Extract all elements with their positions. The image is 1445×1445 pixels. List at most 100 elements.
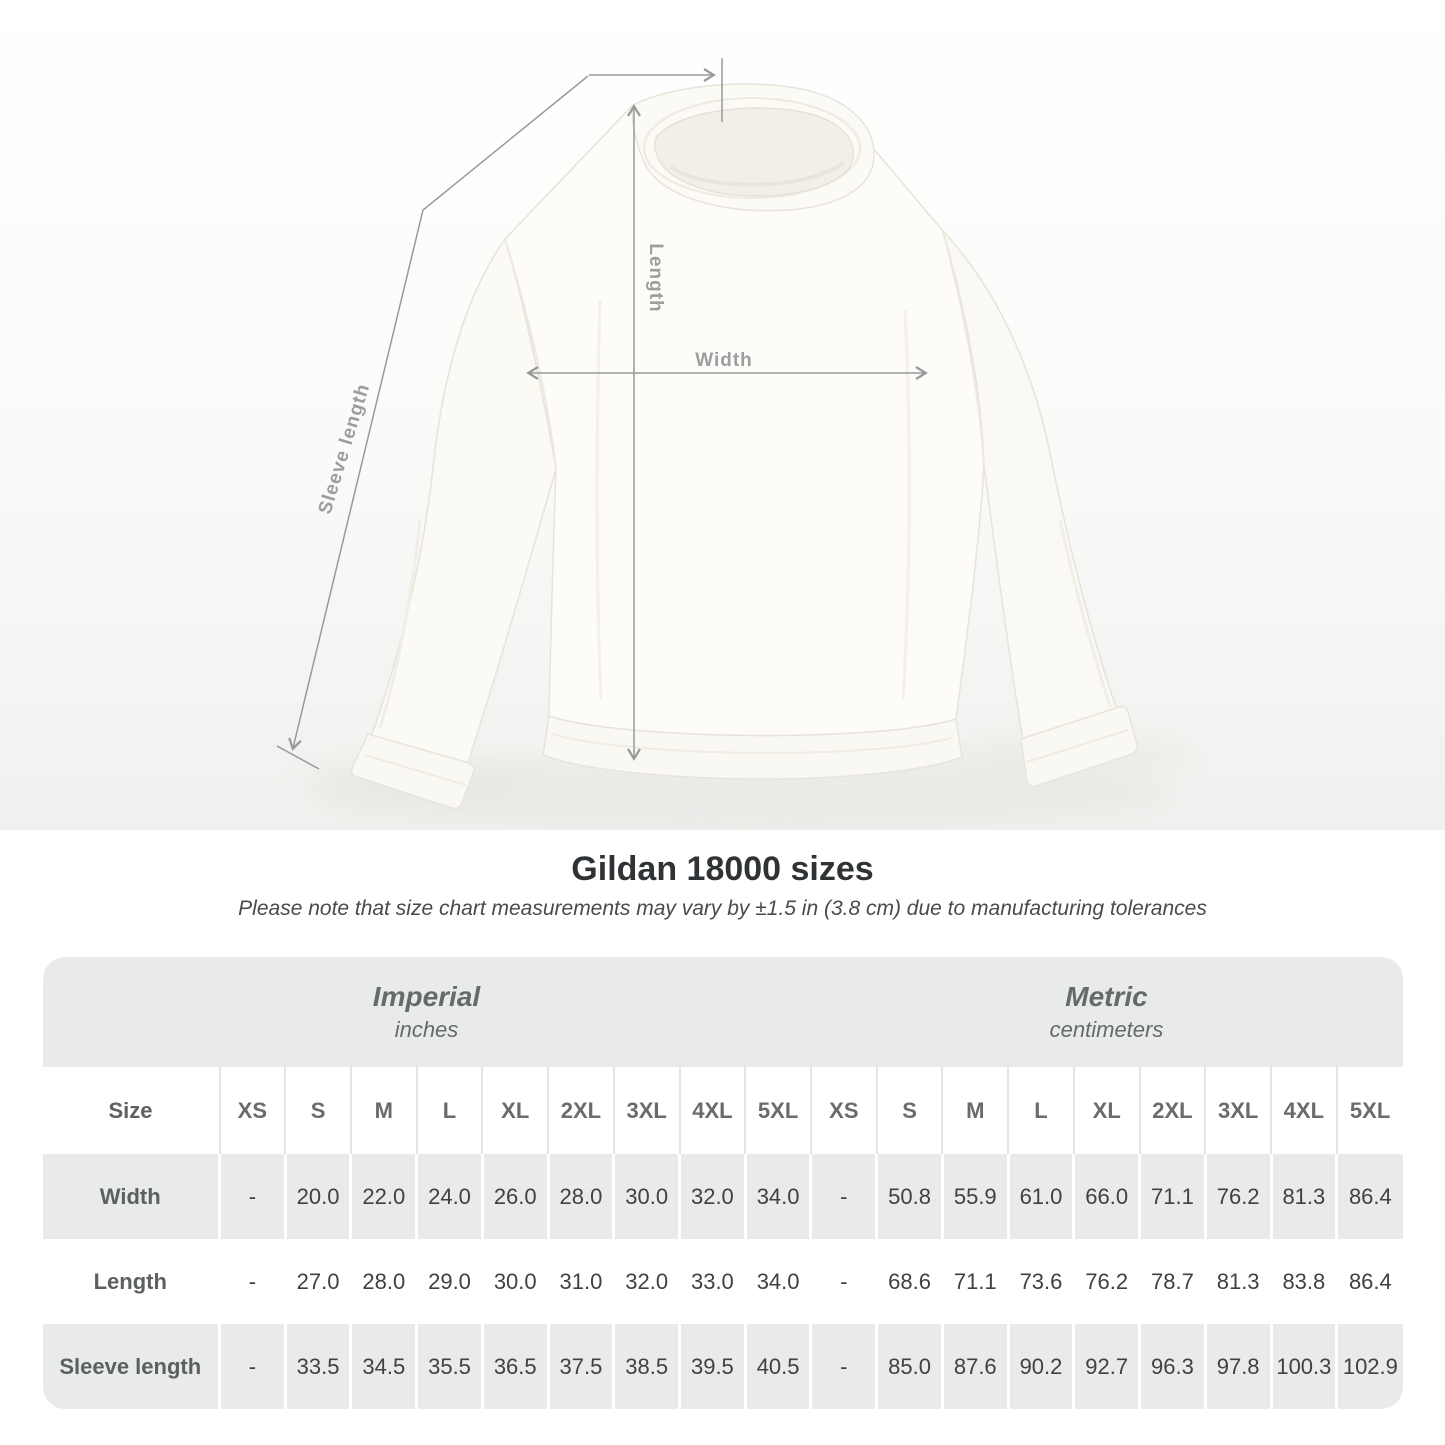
measurement-cell: 22.0 — [349, 1154, 417, 1239]
measurement-cell: 33.0 — [678, 1239, 746, 1324]
hem-rib-line — [551, 733, 953, 754]
measurement-cell: 28.0 — [546, 1154, 614, 1239]
size-table: Size XS S M L XL 2XL 3XL 4XL 5XL XS S M L XL 2XL 3XL 4XL… — [42, 1067, 1403, 1409]
measurement-cell: 34.0 — [743, 1239, 811, 1324]
measurement-cell: - — [218, 1239, 286, 1324]
measurement-lines — [276, 58, 928, 770]
body-fold-right — [901, 309, 911, 701]
left-cuff-rib-line — [364, 754, 467, 786]
size-chart-table: Imperial inches Metric centimeters Size … — [42, 957, 1403, 1409]
measurement-cell: 26.0 — [480, 1154, 549, 1239]
size-header-cell: 3XL — [1204, 1067, 1271, 1154]
measurement-cell: 55.9 — [940, 1154, 1009, 1239]
row-label: Width — [42, 1154, 220, 1239]
sweatshirt-hem-band — [542, 715, 963, 780]
left-sleeve-fold — [378, 519, 422, 729]
measurement-cell: 40.5 — [743, 1324, 811, 1409]
measurement-cell: 68.6 — [875, 1239, 943, 1324]
measurement-cell: 27.0 — [283, 1239, 351, 1324]
measurement-cell: 35.5 — [415, 1324, 483, 1409]
measurement-cell: 73.6 — [1006, 1239, 1074, 1324]
measurement-cell: 30.0 — [480, 1239, 549, 1324]
measurement-cell: 96.3 — [1138, 1324, 1206, 1409]
measurement-cell: 32.0 — [678, 1154, 746, 1239]
sleeve-length-line — [288, 75, 589, 751]
size-header-cell: XL — [1072, 1067, 1140, 1154]
measurement-cell: - — [809, 1324, 877, 1409]
size-header-cell: 4XL — [678, 1067, 746, 1154]
imperial-group-unit: inches — [394, 1017, 459, 1042]
measurement-cell: 100.3 — [1269, 1324, 1337, 1409]
size-header-row: Size XS S M L XL 2XL 3XL 4XL 5XL XS S M L XL 2XL 3XL 4XL… — [42, 1067, 1403, 1154]
measurement-cell: 31.0 — [546, 1239, 614, 1324]
measurement-cell: 38.5 — [612, 1324, 680, 1409]
size-header-cell: 2XL — [1138, 1067, 1206, 1154]
measurement-cell: 83.8 — [1269, 1239, 1337, 1324]
size-header-cell: L — [1007, 1067, 1074, 1154]
sweatshirt-left-cuff — [350, 733, 475, 810]
measurement-cell: 86.4 — [1335, 1239, 1403, 1324]
measurement-cell: 32.0 — [612, 1239, 680, 1324]
table-row: Sleeve length -33.5 34.5 35.5 36.5 37.5 38.5 39… — [42, 1324, 1403, 1409]
imperial-group-header: Imperial inches — [43, 957, 811, 1067]
measurement-cell: 61.0 — [1006, 1154, 1074, 1239]
measurement-cell: 102.9 — [1335, 1324, 1403, 1409]
measurement-cell: 92.7 — [1072, 1324, 1140, 1409]
size-header-cell: 2XL — [547, 1067, 614, 1154]
size-header-cell: S — [284, 1067, 351, 1154]
metric-group-title: Metric — [1065, 981, 1148, 1012]
measurement-cell: 29.0 — [415, 1239, 483, 1324]
unit-group-header: Imperial inches Metric centimeters — [42, 957, 1403, 1067]
imperial-group-title: Imperial — [372, 981, 481, 1012]
right-sleeve-fold — [1058, 519, 1112, 707]
measurement-cell: 66.0 — [1072, 1154, 1140, 1239]
table-row: Width -20.0 22.0 24.0 26.0 28.0 30.0 32.0 34.0-5… — [42, 1154, 1403, 1239]
size-table-body: Width -20.0 22.0 24.0 26.0 28.0 30.0 32.0 34.0-5… — [42, 1154, 1403, 1409]
size-header-cell: XS — [809, 1067, 877, 1154]
right-cuff-rib-line — [1026, 729, 1129, 763]
size-header-cell: 5XL — [744, 1067, 811, 1154]
right-armhole-seam — [942, 230, 985, 467]
measurement-cell: 34.0 — [743, 1154, 811, 1239]
measurement-cell: 76.2 — [1072, 1239, 1140, 1324]
measurement-cell: 97.8 — [1203, 1324, 1271, 1409]
size-header-cell: XL — [481, 1067, 549, 1154]
measurement-cell: 36.5 — [480, 1324, 549, 1409]
measurement-cell: 76.2 — [1203, 1154, 1271, 1239]
measurement-cell: 30.0 — [612, 1154, 680, 1239]
measurement-cell: 81.3 — [1203, 1239, 1271, 1324]
tolerance-note: Please note that size chart measurements… — [238, 897, 1207, 920]
measurement-cell: - — [218, 1154, 286, 1239]
size-corner-label: Size — [42, 1067, 220, 1154]
measurement-cell: 71.1 — [1138, 1154, 1206, 1239]
measurement-cell: 24.0 — [415, 1154, 483, 1239]
size-header-cell: L — [415, 1067, 483, 1154]
sleeve-end-tick — [276, 745, 320, 770]
width-dimension-label: Width — [695, 350, 753, 371]
measurement-cell: 71.1 — [940, 1239, 1009, 1324]
size-header-cell: XS — [218, 1067, 286, 1154]
collar-inner-shadow — [670, 162, 844, 187]
measurement-cell: 81.3 — [1269, 1154, 1337, 1239]
product-size-diagram: Length Width Sleeve length — [0, 0, 1445, 830]
measurement-cell: - — [218, 1324, 286, 1409]
measurement-cell: 34.5 — [349, 1324, 417, 1409]
row-label: Length — [42, 1239, 220, 1324]
measurement-cell: 50.8 — [875, 1154, 943, 1239]
size-header-cell: S — [875, 1067, 943, 1154]
size-header-cell: M — [941, 1067, 1009, 1154]
measurement-cell: 33.5 — [283, 1324, 351, 1409]
metric-group-header: Metric centimeters — [811, 957, 1403, 1067]
length-dimension-label: Length — [645, 243, 666, 313]
collar-stitch-line — [643, 97, 861, 199]
size-header-cell: 4XL — [1270, 1067, 1337, 1154]
measurement-cell: 39.5 — [678, 1324, 746, 1409]
sweatshirt-illustration — [0, 0, 1445, 830]
measurement-cell: - — [809, 1239, 877, 1324]
metric-group-unit: centimeters — [1049, 1017, 1164, 1042]
measurement-cell: 20.0 — [283, 1154, 351, 1239]
size-header-cell: 5XL — [1335, 1067, 1403, 1154]
measurement-cell: 90.2 — [1006, 1324, 1074, 1409]
measurement-cell: 87.6 — [940, 1324, 1009, 1409]
measurement-cell: 37.5 — [546, 1324, 614, 1409]
